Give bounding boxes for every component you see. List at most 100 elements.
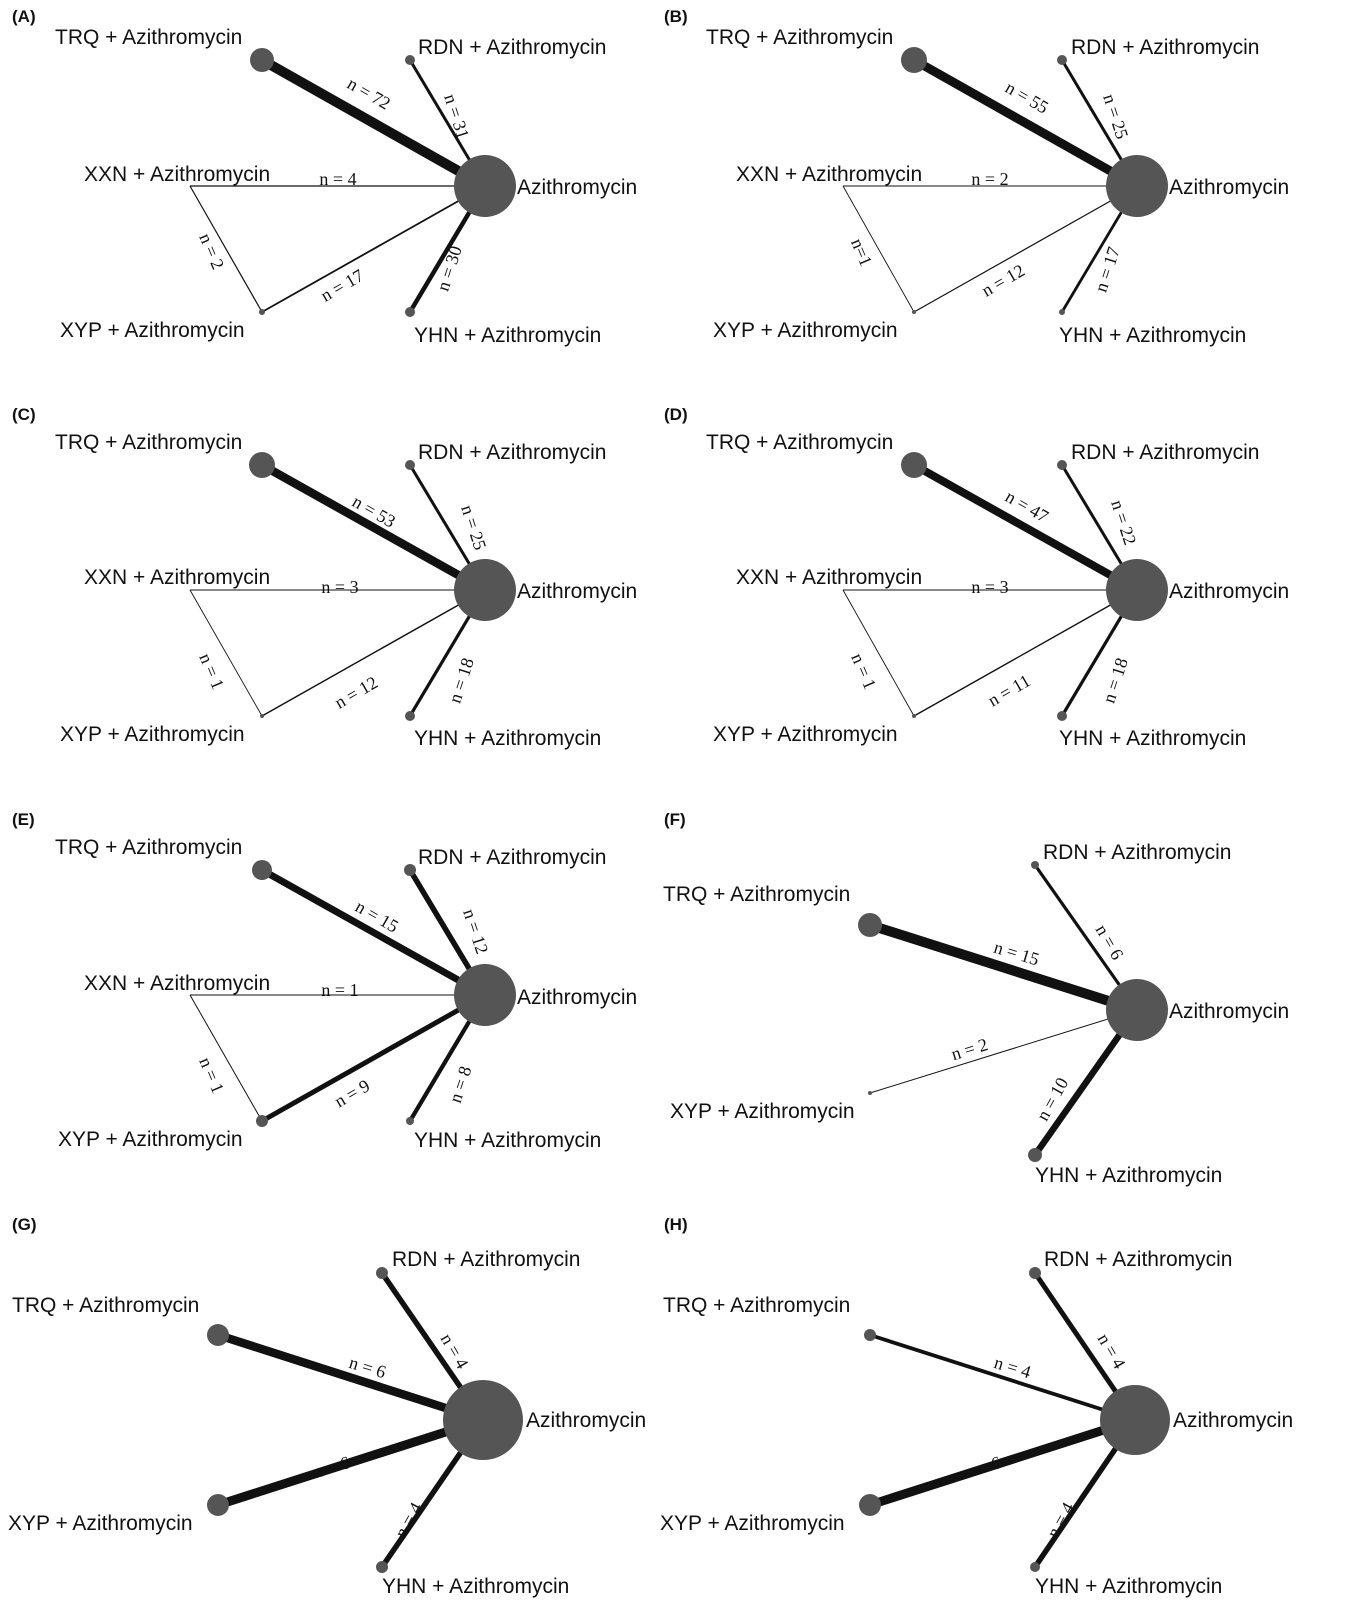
edge-trq-azi [912, 461, 1139, 594]
node-trq [901, 47, 927, 73]
edges [868, 864, 1140, 1157]
edge-xyp-azi-count-label: n = 2 [949, 1034, 990, 1064]
node-label-xyp: XYP + Azithromycin [60, 319, 245, 342]
node-label-xyp: XYP + Azithromycin [58, 1128, 243, 1151]
nodes [207, 1267, 523, 1573]
node-xyp [912, 714, 916, 718]
node-label-yhn: YHN + Azithromycin [1059, 727, 1246, 750]
edge-xxn-azi-count-label: n = 3 [321, 577, 358, 597]
edge-xxn-azi-count-label: n = 1 [321, 980, 358, 1000]
edge-xyp-azi-count-label: n = 11 [984, 670, 1033, 710]
edge-yhn-azi-count-label: n = 18 [1099, 655, 1132, 705]
node-label-xxn: XXN + Azithromycin [736, 566, 922, 589]
node-label-rdn: RDN + Azithromycin [1044, 1248, 1232, 1271]
nodes [859, 1267, 1170, 1572]
node-trq [901, 452, 927, 478]
node-label-azi: Azithromycin [517, 580, 637, 603]
edge-xxn-xyp [189, 185, 263, 313]
edge-xyp-azi-count-label: n = 6 [962, 1452, 1003, 1482]
edge-trq-azi [911, 56, 1140, 190]
edge-trq-azi [869, 1333, 1136, 1422]
node-label-azi: Azithromycin [1169, 1000, 1289, 1023]
node-label-rdn: RDN + Azithromycin [392, 1248, 580, 1271]
node-xyp [912, 310, 916, 314]
node-xyp [207, 1494, 229, 1516]
node-label-xyp: XYP + Azithromycin [60, 723, 245, 746]
node-label-rdn: RDN + Azithromycin [418, 441, 606, 464]
node-label-yhn: YHN + Azithromycin [1059, 324, 1246, 347]
node-label-xyp: XYP + Azithromycin [713, 319, 898, 342]
node-label-trq: TRQ + Azithromycin [706, 431, 893, 454]
node-trq [249, 452, 275, 478]
panel-letter: (B) [664, 7, 688, 26]
edge-trq-azi [216, 1330, 485, 1425]
node-azi [443, 1380, 523, 1460]
node-label-xxn: XXN + Azithromycin [84, 163, 270, 186]
node-rdn [405, 460, 415, 470]
edges [189, 461, 488, 717]
panel-letter: (F) [664, 810, 686, 829]
nodes [249, 452, 516, 721]
edge-rdn-azi-count-label: n = 6 [1092, 921, 1128, 963]
node-yhn [405, 307, 415, 317]
edges [842, 56, 1140, 313]
edge-trq-azi [260, 866, 487, 999]
panel-letter: (G) [12, 1215, 37, 1234]
nodes [252, 860, 516, 1127]
node-rdn [405, 55, 415, 65]
panel-letter: (E) [12, 810, 35, 829]
edge-yhn-azi-count-label: n = 17 [1091, 244, 1124, 294]
node-azi [454, 964, 516, 1026]
node-azi [1100, 1385, 1170, 1455]
node-rdn [376, 1267, 388, 1279]
node-label-trq: TRQ + Azithromycin [706, 26, 893, 49]
node-xyp [868, 1091, 872, 1095]
node-label-yhn: YHN + Azithromycin [382, 1575, 569, 1598]
node-label-trq: TRQ + Azithromycin [663, 883, 850, 906]
node-azi [1106, 155, 1168, 217]
edges [189, 55, 488, 314]
node-xyp [859, 1494, 881, 1516]
edge-rdn-azi-count-label: n = 4 [437, 1330, 473, 1372]
edge-rdn-azi-count-label: n = 22 [1107, 497, 1140, 547]
node-trq [864, 1329, 876, 1341]
edge-xyp-azi-count-label: n = 17 [317, 265, 367, 305]
node-label-trq: TRQ + Azithromycin [55, 26, 242, 49]
node-azi [454, 559, 516, 621]
nodes [250, 48, 516, 317]
node-trq [250, 48, 274, 72]
node-yhn [1028, 1148, 1042, 1162]
edge-yhn-azi-count-label: n = 10 [1032, 1074, 1072, 1124]
node-label-rdn: RDN + Azithromycin [418, 846, 606, 869]
edge-xxn-xyp-count-label: n = 1 [847, 650, 880, 692]
edge-xxn-xyp-count-label: n = 1 [195, 1054, 228, 1096]
node-yhn [1030, 1562, 1040, 1572]
node-label-azi: Azithromycin [526, 1409, 646, 1432]
nodes [901, 452, 1168, 721]
node-azi [1106, 559, 1168, 621]
node-label-xyp: XYP + Azithromycin [660, 1512, 845, 1535]
edge-xyp-azi [869, 1009, 1138, 1094]
node-label-trq: TRQ + Azithromycin [12, 1294, 199, 1317]
node-rdn [1031, 861, 1039, 869]
edge-rdn-azi-count-label: n = 25 [457, 502, 490, 552]
edge-trq-azi [868, 920, 1139, 1015]
node-label-rdn: RDN + Azithromycin [1043, 841, 1231, 864]
edge-trq-azi [259, 461, 488, 594]
node-trq [207, 1324, 229, 1346]
node-label-xxn: XXN + Azithromycin [84, 972, 270, 995]
edges [868, 1271, 1138, 1569]
edge-xxn-xyp [842, 185, 915, 313]
edge-xyp-azi-count-label: n = 12 [978, 260, 1028, 300]
